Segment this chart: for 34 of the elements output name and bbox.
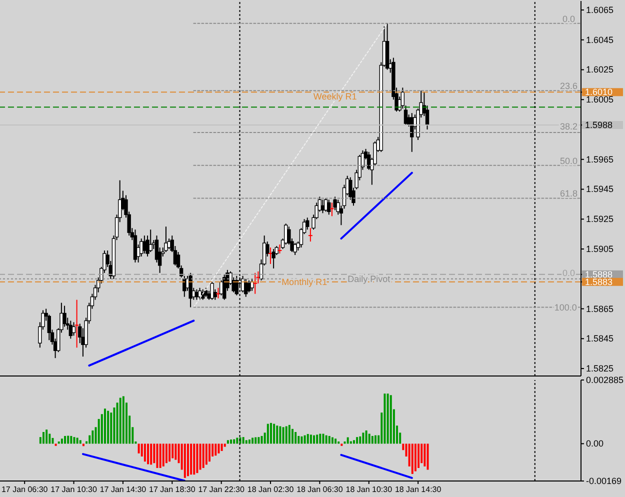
annotation: Weekly R1	[313, 92, 357, 102]
y-tick-label: 1.6010	[585, 87, 613, 98]
annotation: Daily Pivot	[348, 274, 391, 284]
annotation: 0.0	[562, 14, 575, 24]
x-tick-label: 17 Jan 22:30	[198, 485, 246, 494]
x-tick-label: 17 Jan 14:30	[100, 485, 147, 494]
x-tick-label: 18 Jan 02:30	[247, 485, 294, 494]
y-tick-label: 1.5945	[586, 184, 614, 194]
x-tick-label: 18 Jan 14:30	[394, 485, 442, 494]
x-tick-label: 17 Jan 18:30	[149, 485, 196, 494]
y-tick-label: 0.002885	[586, 375, 624, 385]
y-tick-label: 1.5845	[586, 334, 614, 344]
y-tick-label: 1.5988	[585, 120, 613, 130]
y-tick-label: 1.5883	[585, 276, 613, 287]
x-tick-label: 18 Jan 06:30	[296, 485, 344, 494]
y-tick-label: 1.5905	[586, 244, 614, 254]
y-tick-label: 1.5925	[586, 214, 614, 224]
y-tick-label: 0.00	[586, 438, 604, 449]
x-tick-label: 18 Jan 10:30	[346, 485, 393, 494]
annotation: 23.6	[560, 81, 578, 92]
y-tick-label: 1.5888	[585, 269, 613, 280]
y-tick-label: 1.6005	[586, 94, 614, 105]
y-tick-label: 1.5825	[586, 364, 614, 374]
annotation: 61.8	[560, 188, 578, 199]
annotation: 50.0	[560, 156, 578, 166]
y-tick-label: 1.5865	[586, 304, 614, 314]
annotation: 38.2	[560, 122, 578, 132]
x-tick-label: 17 Jan 10:30	[50, 485, 98, 494]
y-tick-label: 1.6045	[586, 34, 614, 45]
y-tick-label: -0.00169	[586, 476, 622, 486]
y-tick-label: 1.6025	[586, 64, 614, 75]
y-tick-label: 1.5965	[586, 154, 614, 164]
y-tick-label: 1.6065	[586, 4, 614, 15]
x-tick-label: 17 Jan 06:30	[1, 485, 48, 494]
